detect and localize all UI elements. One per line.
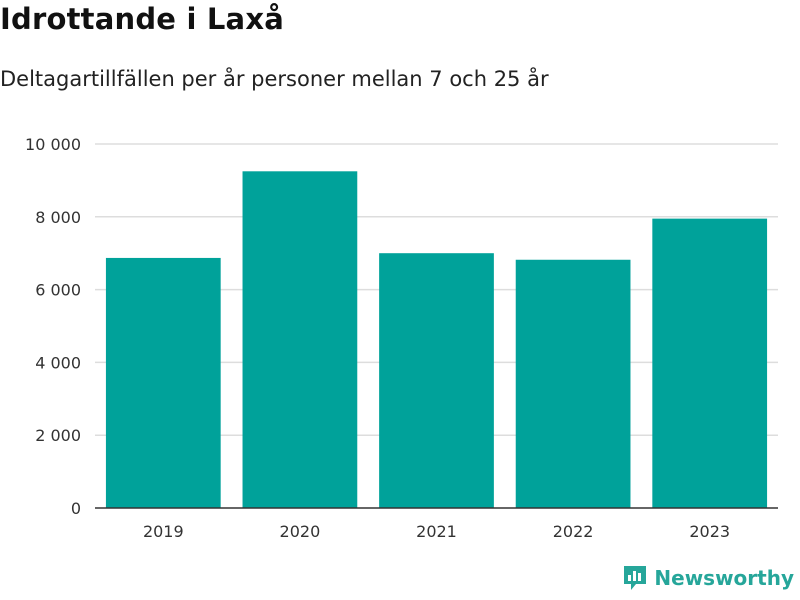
brand-logo: Newsworthy	[622, 564, 794, 592]
bar	[379, 253, 494, 508]
brand-name: Newsworthy	[654, 566, 794, 590]
bar	[652, 218, 768, 508]
y-tick-label: 2 000	[35, 426, 81, 445]
bar	[105, 257, 221, 508]
x-tick-label: 2021	[416, 522, 457, 541]
y-tick-label: 0	[71, 499, 81, 518]
y-tick-label: 10 000	[25, 135, 81, 154]
y-tick-label: 4 000	[35, 353, 81, 372]
bar	[515, 259, 631, 508]
bar	[242, 171, 358, 509]
chart-title: Idrottande i Laxå	[0, 2, 284, 36]
x-tick-label: 2020	[280, 522, 321, 541]
chart-subtitle: Deltagartillfällen per år personer mella…	[0, 67, 549, 91]
x-tick-label: 2023	[689, 522, 730, 541]
newsworthy-logo-icon	[624, 566, 647, 590]
x-tick-label: 2019	[143, 522, 184, 541]
y-tick-label: 8 000	[35, 208, 81, 227]
x-tick-label: 2022	[553, 522, 594, 541]
y-tick-label: 6 000	[35, 281, 81, 300]
